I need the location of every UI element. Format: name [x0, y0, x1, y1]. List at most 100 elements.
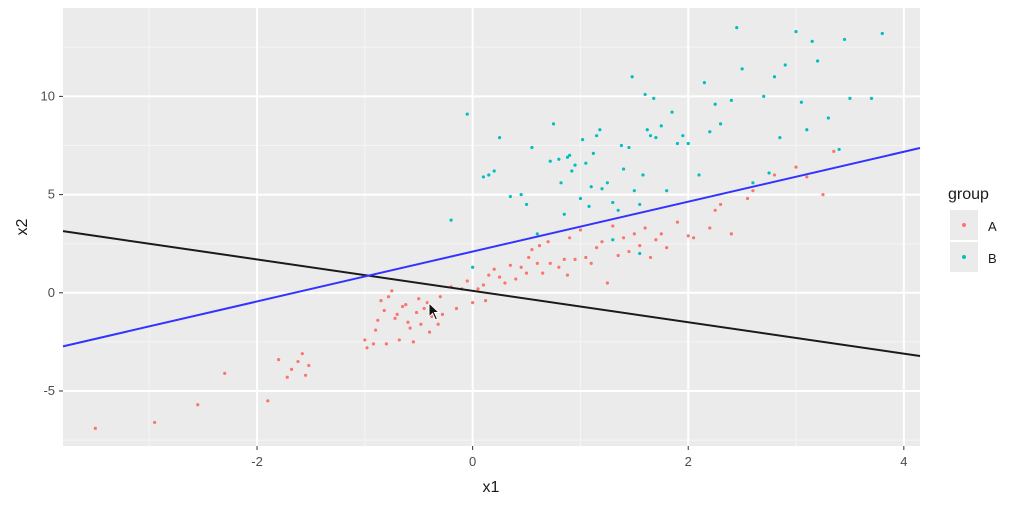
data-point-a	[794, 165, 798, 169]
data-point-b	[762, 94, 766, 98]
data-point-b	[665, 189, 669, 193]
data-point-a	[363, 338, 367, 342]
data-point-a	[384, 342, 388, 346]
data-point-b	[670, 110, 674, 114]
data-point-a	[303, 373, 308, 377]
legend-key-a-point	[962, 223, 966, 227]
legend-label-a: A	[988, 219, 997, 234]
data-point-b	[842, 37, 847, 42]
data-point-a	[621, 236, 626, 240]
data-point-b	[799, 100, 804, 104]
data-point-a	[537, 244, 542, 248]
data-point-b	[605, 181, 609, 185]
data-point-b	[810, 39, 814, 43]
data-point-b	[751, 181, 755, 185]
data-point-a	[417, 297, 421, 301]
data-point-b	[481, 175, 486, 179]
data-point-b	[713, 102, 717, 106]
data-point-a	[406, 320, 410, 324]
data-point-b	[794, 29, 798, 34]
data-point-b	[530, 145, 534, 150]
data-point-b	[565, 155, 570, 159]
data-point-a	[638, 244, 642, 248]
data-point-a	[436, 322, 440, 326]
data-point-b	[778, 136, 782, 140]
fitted-line-1	[62, 230, 921, 358]
data-point-a	[713, 208, 717, 212]
data-point-b	[643, 92, 647, 97]
data-point-a	[483, 299, 488, 303]
data-point-b	[611, 238, 615, 242]
data-point-a	[751, 189, 755, 193]
y-axis-ticks: -5 0 5 10	[41, 88, 63, 398]
data-point-a	[465, 279, 469, 283]
data-point-a	[665, 246, 669, 250]
data-points	[93, 26, 884, 430]
data-point-b	[641, 173, 645, 177]
x-tick-label: -2	[251, 454, 263, 469]
data-point-a	[440, 312, 445, 317]
data-point-b	[471, 265, 475, 269]
data-point-b	[487, 173, 491, 177]
data-point-a	[153, 420, 157, 425]
major-gridlines	[63, 8, 920, 446]
data-point-a	[514, 277, 518, 281]
data-point-b	[611, 200, 615, 205]
data-point-a	[487, 273, 491, 277]
data-point-b	[524, 202, 529, 207]
data-point-a	[562, 257, 566, 262]
data-point-a	[289, 367, 294, 371]
data-point-a	[411, 340, 415, 344]
data-point-a	[376, 318, 380, 322]
data-point-a	[300, 352, 304, 356]
data-point-a	[386, 295, 391, 299]
data-point-b	[772, 75, 777, 79]
data-point-b	[837, 147, 841, 152]
data-point-a	[568, 236, 572, 240]
legend-title: group	[948, 186, 989, 203]
data-point-a	[643, 226, 647, 230]
data-point-b	[589, 185, 593, 189]
x-axis-ticks: -2 0 2 4	[251, 446, 907, 469]
data-point-b	[580, 137, 585, 142]
data-point-a	[307, 363, 311, 368]
data-point-a	[821, 192, 825, 197]
data-point-a	[718, 202, 723, 207]
data-point-b	[449, 218, 453, 222]
data-point-a	[481, 283, 486, 287]
data-point-b	[630, 75, 634, 79]
data-point-a	[659, 232, 663, 236]
data-point-b	[681, 134, 685, 138]
data-point-b	[568, 153, 572, 157]
data-point-a	[379, 299, 383, 303]
y-tick-label: 0	[48, 285, 55, 300]
data-point-b	[591, 151, 595, 155]
x-tick-label: 0	[469, 454, 476, 469]
data-point-a	[476, 287, 480, 291]
data-point-b	[638, 202, 642, 207]
data-point-a	[535, 261, 539, 265]
data-point-b	[659, 124, 663, 128]
data-point-a	[371, 342, 376, 346]
x-tick-label: 4	[900, 454, 907, 469]
data-point-a	[675, 220, 680, 224]
data-point-a	[508, 263, 512, 267]
data-point-a	[397, 338, 401, 342]
data-point-a	[729, 232, 733, 236]
data-point-a	[414, 310, 419, 315]
data-point-b	[465, 112, 469, 116]
data-point-a	[832, 149, 836, 153]
data-point-a	[524, 271, 529, 275]
data-point-a	[686, 234, 690, 238]
data-point-a	[519, 265, 523, 269]
data-point-b	[783, 63, 787, 67]
data-point-b	[848, 96, 852, 100]
data-point-a	[390, 289, 394, 293]
data-point-a	[548, 261, 552, 265]
data-point-b	[815, 59, 820, 63]
data-point-b	[557, 157, 561, 161]
data-point-a	[408, 326, 412, 330]
y-tick-label: -5	[43, 383, 55, 398]
data-point-b	[535, 232, 539, 236]
legend: group A B	[948, 186, 997, 272]
